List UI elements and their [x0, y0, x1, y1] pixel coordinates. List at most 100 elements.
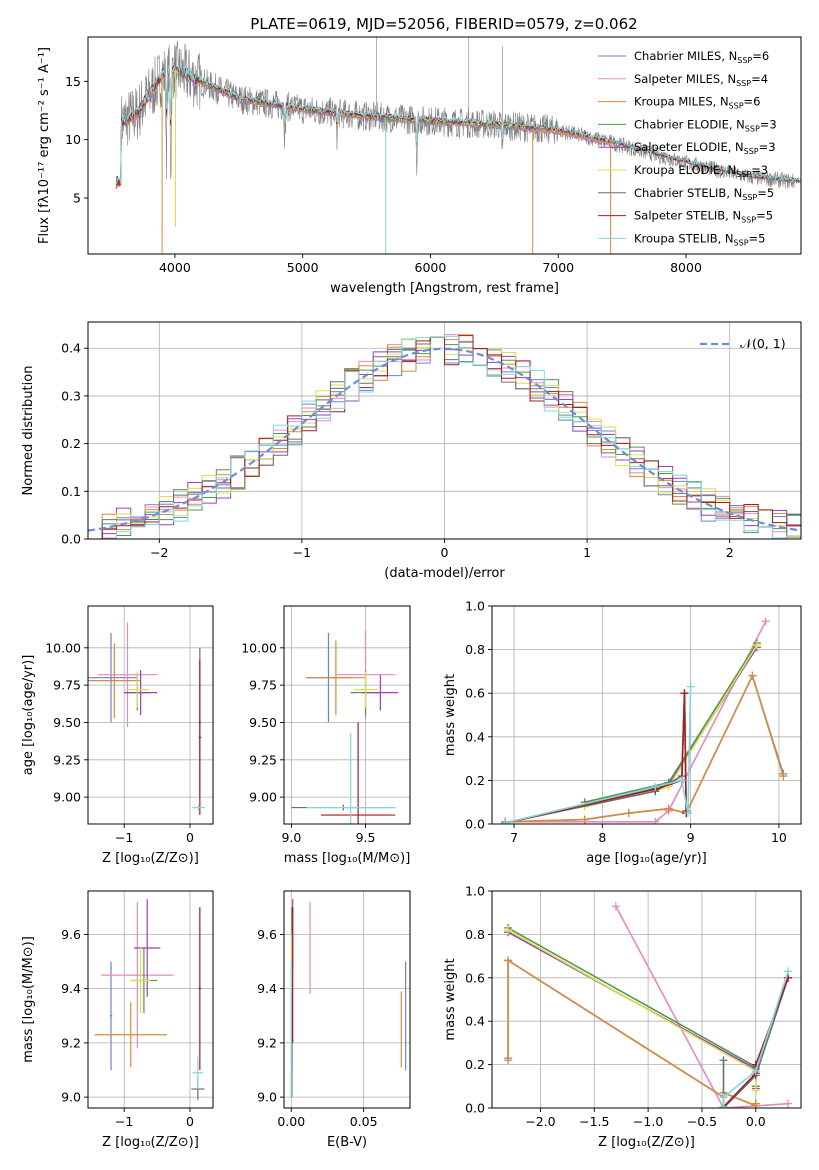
- y-tick-label: 0.1: [61, 484, 81, 499]
- x-tick-label: 5000: [287, 260, 319, 275]
- y-tick-label: 0.2: [465, 773, 485, 788]
- weight-line-0: [507, 958, 757, 1107]
- marker-plus: [651, 782, 660, 791]
- legend-label-tail: =6: [744, 95, 761, 109]
- panel-age-vs-Z: −1 0 9.00 9.25 9.50 9.75 10.00 Z [log₁₀(Z/Z⊙)] a…: [21, 605, 214, 866]
- y-tick-label: 9.2: [61, 1035, 81, 1050]
- x-axis-label: mass [log₁₀(M/M⊙)]: [284, 851, 411, 866]
- y-tick-label: 9.50: [249, 715, 277, 730]
- y-tick-label: 9.75: [249, 678, 277, 693]
- legend-label-main: Kroupa ELODIE, N: [634, 163, 736, 177]
- legend-label-main: Chabrier ELODIE, N: [634, 117, 745, 131]
- legend-label-main: Kroupa MILES, N: [634, 95, 729, 109]
- plot-area: [504, 902, 793, 1108]
- model-spectrum-8: [115, 63, 801, 185]
- weight-line-3: [584, 642, 758, 803]
- y-tick-label: 0.8: [465, 927, 485, 942]
- marker-plus: [504, 1056, 513, 1065]
- histogram-8: [88, 335, 801, 539]
- y-axis-label: mass [log₁₀(M/M⊙)]: [21, 936, 36, 1063]
- legend-label-6: Chabrier STELIB, NSSP=5: [634, 186, 774, 202]
- weight-line-2: [507, 958, 757, 1107]
- y-tick-label: 0.0: [465, 817, 485, 832]
- panel-age-vs-mass: 9.0 9.5 9.00 9.25 9.50 9.75 10.00 mass [log₁₀(M…: [241, 605, 411, 866]
- plot-area: [88, 622, 206, 816]
- legend-label-5: Kroupa ELODIE, NSSP=3: [634, 163, 768, 179]
- weight-line-2: [505, 673, 785, 823]
- legend-label-2: Kroupa MILES, NSSP=6: [634, 95, 760, 111]
- marker-plus: [580, 815, 589, 824]
- y-tick-label: 0.0: [465, 1101, 485, 1116]
- x-tick-label: −1: [115, 1114, 133, 1129]
- marker-plus: [761, 617, 770, 626]
- marker-plus: [751, 1086, 760, 1095]
- y-tick-label: 10.00: [45, 640, 81, 655]
- marker-plus: [719, 1056, 728, 1065]
- axes-frame: [491, 890, 802, 1109]
- x-tick-label: 8000: [670, 260, 702, 275]
- y-tick-label: 9.4: [257, 981, 277, 996]
- legend-label-tail: =4: [751, 72, 768, 86]
- marker-plus: [664, 804, 673, 813]
- legend: 𝒩(0, 1): [700, 336, 786, 351]
- y-tick-label: 5: [73, 191, 81, 206]
- y-tick-label: 10: [65, 132, 81, 147]
- y-tick-label: 9.25: [53, 752, 81, 767]
- y-tick-label: 9.2: [257, 1035, 277, 1050]
- legend-label-tail: =3: [760, 117, 777, 131]
- legend-label-0: Chabrier MILES, NSSP=6: [634, 49, 769, 65]
- x-tick-label: −2: [150, 545, 168, 560]
- plot-area: [290, 899, 407, 1098]
- y-tick-label: 9.50: [53, 715, 81, 730]
- legend-label-8: Kroupa STELIB, NSSP=5: [634, 231, 765, 247]
- marker-plus: [752, 641, 761, 650]
- y-tick-label: 15: [65, 74, 81, 89]
- x-axis-label: Z [log₁₀(Z/Z⊙)]: [598, 1135, 695, 1150]
- x-tick-label: −1: [115, 830, 133, 845]
- panel-mass-vs-Z: −1 0 9.0 9.2 9.4 9.6 Z [log₁₀(Z/Z⊙)] mass [log₁…: [21, 890, 214, 1150]
- y-tick-label: 0.2: [61, 436, 81, 451]
- marker-plus: [784, 1099, 793, 1108]
- weight-line-4: [584, 646, 758, 806]
- marker-plus: [719, 1093, 728, 1102]
- weight-line-1: [505, 620, 767, 823]
- y-tick-label: 1.0: [465, 599, 485, 614]
- x-tick-label: 2: [726, 545, 734, 560]
- plot-area: [88, 334, 801, 539]
- plot-area: [115, 37, 801, 254]
- y-tick-label: 9.0: [257, 1090, 277, 1105]
- y-tick-label: 0.0: [61, 532, 81, 547]
- weight-line-6: [722, 977, 789, 1108]
- plot-area: [94, 899, 205, 1100]
- marker-plus: [751, 1099, 760, 1108]
- axes-frame: [491, 605, 802, 825]
- y-tick-label: 0.8: [465, 642, 485, 657]
- panel-spectrum: 4000 5000 6000 7000 8000 5 10 15 wavelength [Ang…: [37, 36, 802, 296]
- weight-line-6: [505, 693, 687, 824]
- x-tick-label: −1: [293, 545, 311, 560]
- x-tick-label: −1.0: [633, 1114, 663, 1129]
- marker-plus: [784, 967, 793, 976]
- legend-label-tail: =5: [757, 186, 774, 200]
- x-axis-label: Z [log₁₀(Z/Z⊙)]: [102, 1135, 199, 1150]
- legend-label-sub: SSP: [734, 238, 749, 247]
- marker-plus: [680, 689, 689, 698]
- legend-label-sub: SSP: [736, 79, 751, 88]
- weight-line-1: [615, 905, 789, 1108]
- x-axis-label: (data-model)/error: [384, 566, 505, 581]
- legend-label-sub: SSP: [741, 216, 756, 225]
- legend-label-main: Salpeter ELODIE, N: [634, 140, 744, 154]
- y-tick-label: 9.00: [249, 790, 277, 805]
- x-tick-label: 0: [186, 830, 194, 845]
- x-tick-label: −0.5: [687, 1114, 717, 1129]
- panel-weight-vs-Z: −2.0 −1.5 −1.0 −0.5 0.0 0.0 0.2 0.4 0.6 0.8 1.0 Z […: [443, 884, 802, 1150]
- legend-label-sub: SSP: [742, 193, 757, 202]
- marker-plus: [719, 1102, 728, 1108]
- axes-frame: [87, 890, 214, 1109]
- legend-label-sub: SSP: [745, 124, 760, 133]
- panel-weight-vs-age: 7 8 9 10 0.0 0.2 0.4 0.6 0.8 1.0 age [log₁₀(age/yr…: [443, 599, 802, 866]
- y-tick-label: 0.2: [465, 1057, 485, 1072]
- legend-label-sub: SSP: [737, 56, 752, 65]
- marker-plus: [504, 926, 513, 935]
- legend-label-main: Salpeter MILES, N: [634, 72, 736, 86]
